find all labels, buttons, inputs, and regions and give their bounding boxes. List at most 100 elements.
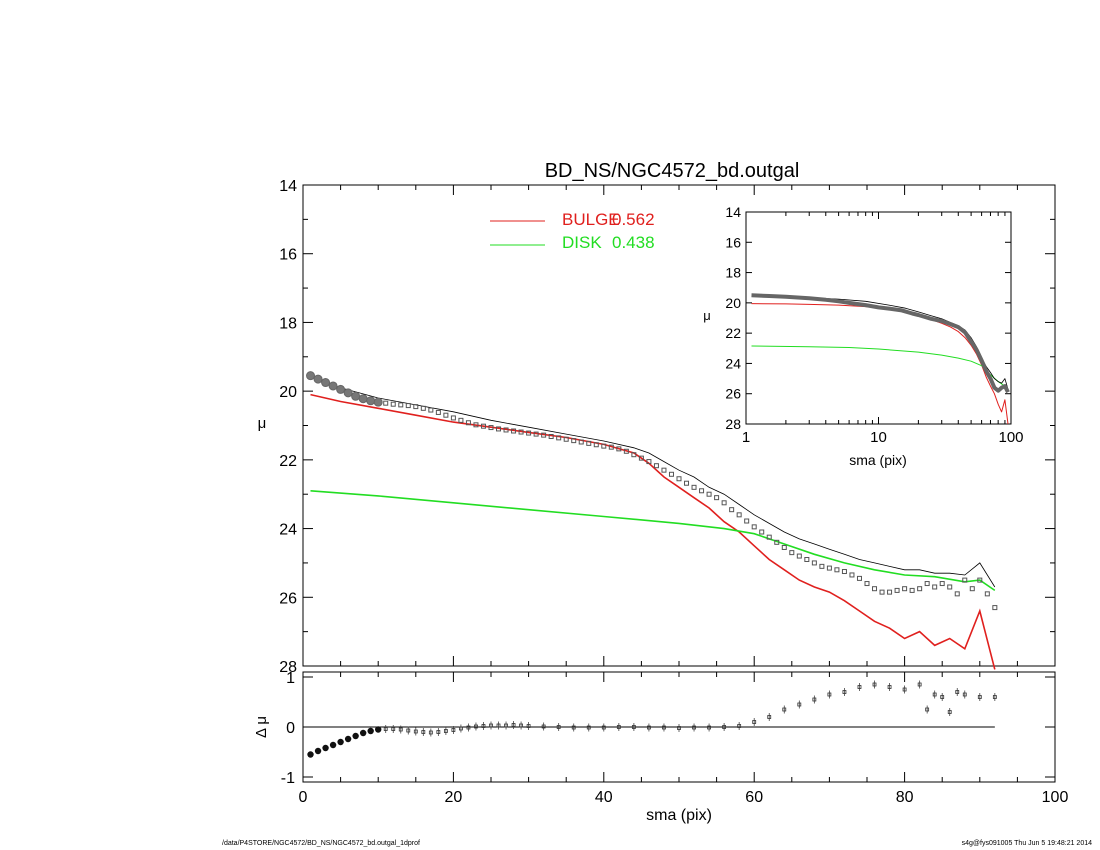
main-data-point	[601, 443, 607, 449]
residual-point	[398, 727, 403, 732]
main-data-point	[894, 587, 900, 593]
main-data-point	[443, 412, 449, 418]
main-y-tick-label: 14	[279, 178, 297, 195]
residual-point	[383, 727, 388, 731]
main-data-point	[366, 396, 376, 406]
main-data-point	[623, 448, 629, 454]
main-data-point	[947, 584, 953, 590]
main-series-line-disk	[310, 490, 996, 592]
residual-point	[872, 682, 877, 687]
legend-disk-label: DISK	[562, 233, 602, 252]
main-y-tick-label: 18	[279, 315, 297, 332]
main-data-point	[533, 431, 539, 437]
residual-point	[413, 729, 418, 734]
residual-point	[962, 692, 967, 697]
main-data-point	[571, 438, 577, 444]
main-data-point	[811, 560, 817, 566]
main-data-point	[390, 401, 396, 407]
residual-point	[337, 738, 344, 746]
residual-x-tick-label: 0	[299, 789, 308, 806]
main-panel: BD_NS/NGC4572_bd.outgal 14 16 18 20 22 24 26 28…	[258, 160, 1056, 676]
residual-point	[752, 720, 757, 724]
main-data-point	[984, 591, 990, 597]
main-y-tick-label: 24	[279, 522, 297, 539]
main-data-point	[511, 428, 517, 434]
footer-path: /data/P4STORE/NGC4572/BD_NS/NGC4572_bd.o…	[222, 840, 420, 847]
legend-disk-value: 0.438	[612, 233, 655, 252]
main-data-point	[586, 440, 592, 446]
residual-point	[352, 732, 359, 740]
main-data-point	[774, 539, 780, 545]
residual-x-tick-label: 20	[445, 789, 463, 806]
main-data-point	[992, 605, 998, 611]
main-data-point	[729, 507, 735, 513]
main-data-point	[313, 374, 323, 384]
residual-point	[662, 725, 666, 730]
residual-point	[344, 735, 352, 743]
main-y-tick-label: 28	[279, 659, 297, 676]
main-data-point	[420, 405, 426, 411]
residual-point	[842, 690, 847, 694]
residual-point	[797, 702, 802, 707]
inset-y-tick-label: 18	[725, 265, 741, 281]
main-data-point	[458, 417, 464, 423]
main-data-point	[789, 550, 795, 556]
main-data-point	[413, 404, 419, 410]
residual-point	[526, 724, 531, 728]
residual-point	[329, 741, 337, 749]
residual-y-tick-label: -1	[281, 770, 295, 787]
inset-y-tick-label: 14	[725, 204, 741, 220]
main-data-point	[856, 575, 862, 581]
inset-y-tick-label: 28	[725, 416, 741, 432]
residual-point	[782, 707, 787, 712]
main-data-point	[969, 586, 975, 592]
main-y-tick-label: 20	[279, 384, 297, 401]
residual-point	[767, 715, 772, 719]
residual-point	[391, 727, 396, 731]
main-data-point	[909, 587, 915, 593]
main-data-point	[744, 518, 750, 524]
inset-x-axis-label: sma (pix)	[849, 452, 907, 468]
residual-point	[977, 695, 982, 699]
residual-point	[314, 747, 322, 755]
residual-point	[601, 725, 606, 730]
residual-x-tick-label: 80	[896, 789, 914, 806]
main-data-point	[826, 565, 832, 571]
residual-y-tick-label: 0	[286, 720, 295, 737]
main-data-point	[751, 524, 757, 530]
main-data-point	[939, 581, 945, 587]
main-data-point	[691, 484, 697, 490]
main-data-point	[548, 433, 554, 439]
main-y-ticks: 14 16 18 20 22 24 26 28	[279, 178, 1055, 676]
main-data-point	[796, 553, 802, 559]
main-data-point	[917, 586, 923, 592]
main-data-point	[428, 407, 434, 413]
inset-x-tick-label: 10	[870, 429, 887, 446]
inset-y-tick-label: 20	[725, 295, 741, 311]
residual-point	[647, 725, 651, 730]
residual-point	[586, 725, 591, 730]
main-y-axis-label: μ	[258, 415, 267, 432]
main-data-point	[841, 569, 847, 575]
residual-point	[677, 726, 681, 730]
residual-x-tick-label: 60	[745, 789, 763, 806]
main-data-point	[631, 452, 637, 458]
inset-series-line-data	[751, 293, 1010, 394]
main-data-point	[616, 446, 622, 452]
main-data-point	[435, 409, 441, 415]
residual-point	[466, 725, 471, 730]
residual-panel: -101 0 20 40 60 80 100 Δ μ sma (pix)	[253, 670, 1068, 824]
main-data-point	[328, 381, 338, 391]
main-data-point	[684, 480, 690, 486]
main-data-point	[714, 495, 720, 501]
main-data-point	[373, 397, 383, 407]
residual-point	[451, 728, 456, 732]
inset-y-tick-label: 16	[725, 234, 741, 250]
residual-point	[489, 723, 493, 728]
residual-point	[406, 728, 411, 733]
residual-point	[737, 724, 742, 728]
residual-point	[887, 685, 892, 689]
main-data-point	[578, 439, 584, 445]
residual-point	[367, 727, 374, 735]
